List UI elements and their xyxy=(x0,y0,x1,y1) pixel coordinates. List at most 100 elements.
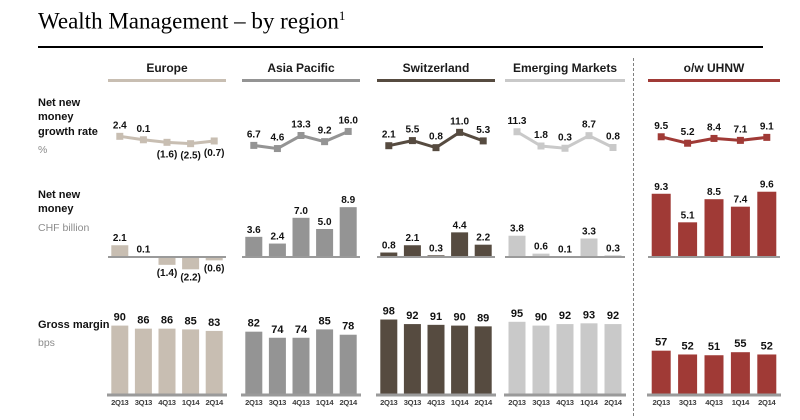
bar xyxy=(111,325,129,394)
gross-margin-bars-switzerland: 98 92 91 90 89 2Q13 3Q13 4Q13 1Q14 2Q14 xyxy=(376,306,496,407)
value-label: 11.3 xyxy=(508,116,527,127)
quarter-label: 1Q14 xyxy=(316,398,334,407)
value-label: 8.4 xyxy=(707,122,721,133)
value-label: 0.1 xyxy=(136,124,150,135)
row-label-title: Net new money growth rate xyxy=(38,97,98,138)
value-label: 90 xyxy=(453,312,465,324)
value-label: 90 xyxy=(535,312,547,324)
data-point-marker xyxy=(321,138,329,146)
panel-underline xyxy=(377,79,495,82)
data-point-marker xyxy=(187,140,195,148)
value-label: 3.8 xyxy=(510,224,524,235)
net-new-money-growth-rate-line-asia-pacific: 6.7 4.6 13.3 9.2 16.0 xyxy=(247,115,358,153)
panel-header-label: o/w UHNW xyxy=(683,61,745,75)
panel-header-switzerland: Switzerland xyxy=(377,61,495,82)
value-label: 9.2 xyxy=(318,126,332,137)
value-label: 3.6 xyxy=(247,225,261,236)
quarter-label: 2Q13 xyxy=(508,398,525,407)
value-label: 2.4 xyxy=(113,120,127,131)
bar xyxy=(704,355,724,394)
quarter-label: 4Q13 xyxy=(556,398,573,407)
value-label: 0.1 xyxy=(558,244,572,255)
value-label: 74 xyxy=(295,324,308,336)
data-point-marker xyxy=(163,138,171,146)
bar xyxy=(316,329,334,394)
gross-margin-bars-asia-pacific: 82 74 74 85 78 2Q13 3Q13 4Q13 1Q14 2Q14 xyxy=(241,315,361,407)
page-title: Wealth Management – by region1 xyxy=(38,8,345,35)
quarter-label: 3Q13 xyxy=(532,398,549,407)
data-point-marker xyxy=(250,141,258,149)
data-point-marker xyxy=(139,136,147,144)
value-label: 78 xyxy=(342,321,354,333)
footnote-marker: 1 xyxy=(338,8,346,23)
value-label: 9.5 xyxy=(654,121,668,132)
quarter-label: 4Q13 xyxy=(292,398,309,407)
value-label: 0.8 xyxy=(429,132,443,143)
quarter-label: 1Q14 xyxy=(732,398,750,407)
quarter-label: 1Q14 xyxy=(182,398,200,407)
bar xyxy=(704,199,724,257)
bar xyxy=(268,337,286,394)
bar xyxy=(604,324,622,394)
bar xyxy=(508,235,526,257)
net-new-money-bars-o-w-uhnw: 9.3 5.1 8.5 7.4 9.6 xyxy=(648,180,780,258)
data-point-marker xyxy=(210,137,218,145)
net-new-money-bars-emerging-markets: 3.8 0.6 0.1 3.3 0.3 xyxy=(505,224,625,258)
bar xyxy=(651,350,671,394)
quarter-label: 2Q13 xyxy=(380,398,397,407)
data-point-marker xyxy=(116,132,124,140)
bar xyxy=(532,253,550,257)
bar xyxy=(403,324,421,394)
net-new-money-bars-switzerland: 0.8 2.1 0.3 4.4 2.2 xyxy=(377,220,495,258)
bar xyxy=(651,193,671,257)
data-point-marker xyxy=(456,128,464,136)
bar xyxy=(556,324,574,394)
value-label: 74 xyxy=(271,324,284,336)
value-label: 1.8 xyxy=(534,130,548,141)
value-label: 4.4 xyxy=(453,220,467,231)
value-label: 7.0 xyxy=(294,206,308,217)
bar xyxy=(678,222,698,257)
net-new-money-growth-rate-line-europe: 2.4 0.1 (1.6) (2.5) (0.7) xyxy=(113,120,225,161)
panel-header-emerging-markets: Emerging Markets xyxy=(505,61,625,82)
bar xyxy=(757,191,777,257)
page-title-text: Wealth Management – by region xyxy=(38,8,339,34)
data-point-marker xyxy=(763,133,771,141)
bar xyxy=(158,328,176,394)
value-label: 2.4 xyxy=(270,232,284,243)
data-point-marker xyxy=(432,144,440,152)
value-label: 98 xyxy=(383,306,395,318)
value-label: 3.3 xyxy=(582,227,596,238)
quarter-label: 4Q13 xyxy=(427,398,444,407)
panel-underline xyxy=(505,79,625,82)
gross-margin-bars-europe: 90 86 86 85 83 2Q13 3Q13 4Q13 1Q14 2Q14 xyxy=(107,312,227,407)
value-label: (0.6) xyxy=(204,263,225,274)
bar xyxy=(134,328,152,394)
data-point-marker xyxy=(684,139,692,147)
quarter-label: 4Q13 xyxy=(705,398,722,407)
net-new-money-growth-rate-line-emerging-markets: 11.3 1.8 0.3 8.7 0.8 xyxy=(508,116,620,152)
quarter-label: 2Q13 xyxy=(111,398,128,407)
panel-header-label: Asia Pacific xyxy=(267,61,335,75)
bar xyxy=(380,319,398,394)
panel-underline xyxy=(108,79,226,82)
bar xyxy=(474,244,492,257)
value-label: 5.5 xyxy=(405,125,419,136)
gross-margin-bars-emerging-markets: 95 90 92 93 92 2Q13 3Q13 4Q13 1Q14 2Q14 xyxy=(504,308,626,407)
value-label: 95 xyxy=(511,308,523,320)
row-label-unit: % xyxy=(38,143,48,156)
row-label-net-new-money: Net new money CHF billion xyxy=(38,188,110,234)
bar xyxy=(292,217,310,257)
value-label: 91 xyxy=(430,311,442,323)
bar xyxy=(730,352,750,394)
quarter-label: 3Q13 xyxy=(135,398,152,407)
value-label: 92 xyxy=(607,310,619,322)
quarter-label: 1Q14 xyxy=(580,398,598,407)
panel-header-label: Europe xyxy=(146,61,188,75)
value-label: 8.5 xyxy=(707,187,721,198)
bar xyxy=(182,329,200,394)
bar xyxy=(451,325,469,394)
value-label: 5.0 xyxy=(318,217,332,228)
